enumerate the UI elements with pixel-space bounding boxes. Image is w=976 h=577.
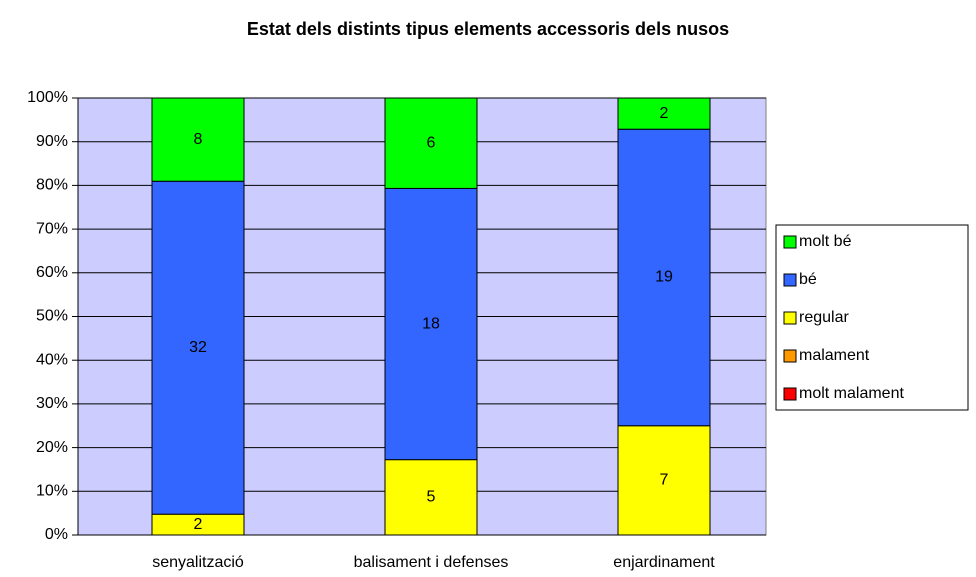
bar-segment [617, 425, 711, 536]
y-tick-label: 60% [36, 264, 68, 281]
y-tick-label: 20% [36, 439, 68, 456]
chart-title: Estat dels distints tipus elements acces… [247, 19, 729, 39]
y-tick-label: 30% [36, 395, 68, 412]
y-tick-label: 40% [36, 351, 68, 368]
y-tick-label: 10% [36, 483, 68, 500]
data-label: 19 [655, 269, 673, 286]
y-tick-label: 100% [27, 89, 68, 106]
y-tick-label: 0% [45, 526, 68, 543]
bar-segment [151, 180, 245, 515]
data-label: 2 [194, 516, 203, 533]
legend-swatch [783, 235, 797, 249]
x-tick-label: senyalització [152, 554, 244, 571]
bar-segment [617, 128, 711, 427]
legend-swatch [783, 311, 797, 325]
bar-segment [384, 187, 478, 461]
bar-segment [384, 97, 478, 189]
y-tick-label: 70% [36, 220, 68, 237]
y-tick-label: 50% [36, 308, 68, 325]
data-label: 18 [422, 315, 440, 332]
data-label: 32 [189, 339, 207, 356]
data-label: 6 [427, 134, 436, 151]
bar-segment [151, 97, 245, 182]
legend-label: regular [799, 309, 849, 326]
legend-swatch [783, 349, 797, 363]
legend-label: malament [799, 347, 870, 364]
legend-box [775, 224, 969, 411]
x-tick-label: enjardinament [613, 554, 715, 571]
data-label: 7 [660, 472, 669, 489]
legend-label: molt malament [799, 385, 904, 402]
legend-swatch [783, 387, 797, 401]
x-tick-label: balisament i defenses [354, 554, 509, 571]
y-tick-label: 80% [36, 177, 68, 194]
legend-label: molt bé [799, 233, 852, 250]
legend-swatch [783, 273, 797, 287]
bar-segment [617, 97, 711, 130]
data-label: 5 [427, 489, 436, 506]
data-label: 8 [194, 131, 203, 148]
legend-label: bé [799, 271, 817, 288]
y-tick-label: 90% [36, 133, 68, 150]
data-label: 2 [660, 105, 669, 122]
bar-segment [384, 459, 478, 536]
